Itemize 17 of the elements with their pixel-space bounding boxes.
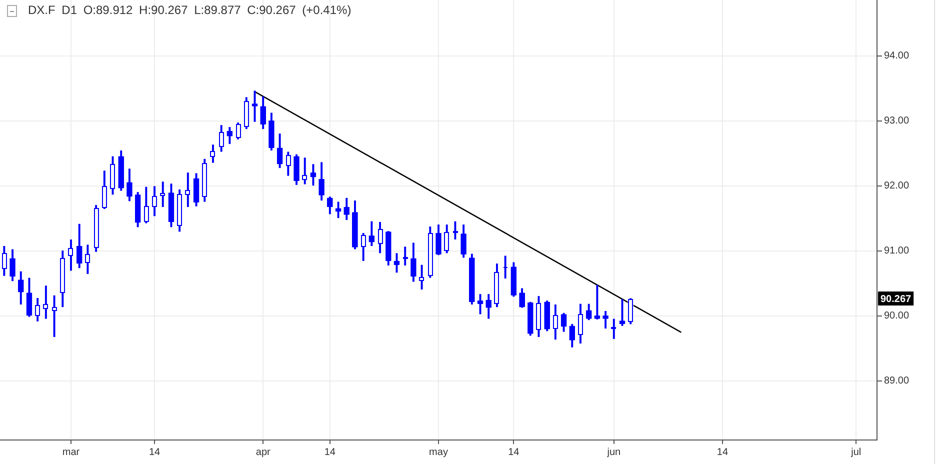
x-tick-label: mar [62,446,80,458]
x-tick-label: apr [256,446,271,458]
x-tick-label: 14 [148,446,161,458]
y-tick-label: 90.00 [884,310,910,322]
y-tick-label: 94.00 [884,50,910,62]
y-tick-label: 92.00 [884,180,910,192]
chart-title: DX.F D1 O:89.912 H:90.267 L:89.877 C:90.267 (+0.41%) [28,3,352,17]
annotation: 90.267 [880,294,912,305]
y-tick-label: 93.00 [884,116,910,127]
x-tick-label: jun [606,446,621,458]
x-tick-label: 14 [324,446,336,458]
y-tick-label: 91.00 [884,246,910,257]
y-tick-label: 89.00 [884,376,910,387]
x-tick-label: jul [850,446,862,458]
x-tick-label: 14 [508,446,520,458]
x-tick-label: may [429,446,448,458]
x-tick-label: 14 [716,446,728,458]
